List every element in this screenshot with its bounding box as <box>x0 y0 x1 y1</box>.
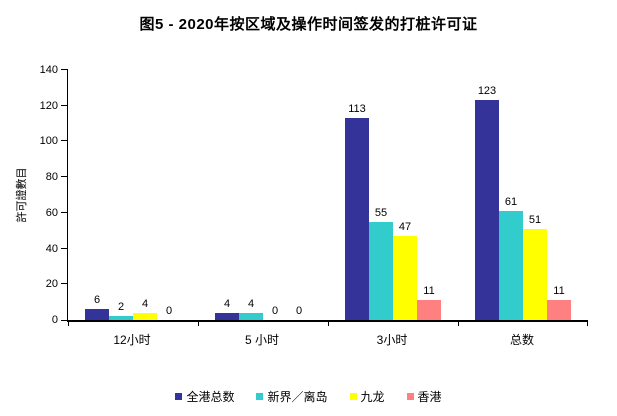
bar <box>393 236 417 320</box>
x-tick-mark <box>68 322 69 326</box>
bar-group: 6 2 4 0 <box>68 70 198 320</box>
legend-label: 全港总数 <box>186 390 235 404</box>
y-tick-mark <box>61 176 68 178</box>
y-tick-mark <box>61 69 68 70</box>
y-tick-label: 140 <box>39 64 58 76</box>
bar-value-label: 11 <box>423 285 435 298</box>
bar-group: 113 55 47 11 <box>328 70 458 320</box>
bar <box>417 300 441 320</box>
y-tick-mark <box>61 320 68 321</box>
x-tick-mark <box>458 322 459 326</box>
bar <box>369 221 393 320</box>
bar <box>499 211 523 320</box>
y-tick-label: 80 <box>45 171 58 184</box>
x-axis-category-label: 总数 <box>509 333 534 347</box>
x-tick-mark <box>328 322 329 326</box>
bar-value-label: 0 <box>165 305 173 317</box>
y-tick-label: 0 <box>51 314 58 326</box>
bar-value-label: 113 <box>348 103 366 116</box>
bar-value-label: 123 <box>477 85 497 98</box>
chart-title: 图5 - 2020年按区域及操作时间签发的打桩许可证 <box>139 16 478 33</box>
bar-group: 4 4 0 0 <box>198 70 328 320</box>
bar <box>85 309 109 320</box>
bar-value-label: 51 <box>528 213 542 226</box>
y-tick-label: 40 <box>45 242 58 255</box>
bar <box>547 300 571 320</box>
x-axis-labels: 12小时 5 小时 3小时 总数 <box>67 331 587 348</box>
y-tick-label: 60 <box>45 206 58 219</box>
bar-group: 123 61 51 11 <box>458 70 588 320</box>
bar-value-label: 55 <box>374 206 388 219</box>
legend-swatch-icon <box>406 393 414 400</box>
x-tick-mark <box>198 322 199 326</box>
y-tick-label: 20 <box>45 278 58 291</box>
bar-value-label: 4 <box>247 297 255 310</box>
y-tick-label: 100 <box>39 135 58 148</box>
x-axis-category-label: 12小时 <box>113 333 151 347</box>
legend-label: 香港 <box>417 390 442 404</box>
legend-item: 新界／离岛 <box>256 388 328 405</box>
x-axis-category-label: 3小时 <box>376 333 408 347</box>
bar-value-label: 4 <box>141 297 149 310</box>
y-tick-mark <box>61 140 68 142</box>
bar-value-label: 0 <box>271 305 279 317</box>
legend-label: 新界／离岛 <box>267 390 328 404</box>
legend: 全港总数 新界／离岛 九龙 香港 <box>0 388 617 405</box>
plot-area: 6 2 4 0 4 4 0 0 113 55 47 11 123 61 51 11 <box>61 69 588 326</box>
legend-item: 全港总数 <box>175 388 234 405</box>
bar-value-label: 6 <box>93 294 101 307</box>
bar <box>475 100 499 320</box>
y-tick-mark <box>61 211 68 213</box>
bar <box>523 228 547 320</box>
bar-value-label: 0 <box>295 305 303 317</box>
bar-value-label: 11 <box>553 285 565 298</box>
bar-value-label: 61 <box>504 196 518 209</box>
legend-swatch-icon <box>256 393 264 400</box>
legend-swatch-icon <box>175 393 183 400</box>
bar <box>215 312 239 320</box>
bar-value-label: 2 <box>117 301 125 314</box>
bar <box>345 118 369 320</box>
y-tick-mark <box>61 104 68 106</box>
bar <box>239 312 263 320</box>
y-tick-mark <box>61 247 68 249</box>
x-tick-mark <box>587 322 588 326</box>
bar-value-label: 47 <box>398 221 412 234</box>
y-tick-mark <box>61 283 68 285</box>
bar <box>133 312 157 320</box>
legend-item: 香港 <box>406 388 442 405</box>
x-axis-category-label: 5 小时 <box>244 333 279 347</box>
legend-label: 九龙 <box>360 390 385 404</box>
bar <box>109 316 133 320</box>
y-tick-label: 120 <box>39 99 58 112</box>
legend-item: 九龙 <box>349 388 385 405</box>
bar-value-label: 4 <box>223 297 231 310</box>
legend-swatch-icon <box>349 393 357 400</box>
